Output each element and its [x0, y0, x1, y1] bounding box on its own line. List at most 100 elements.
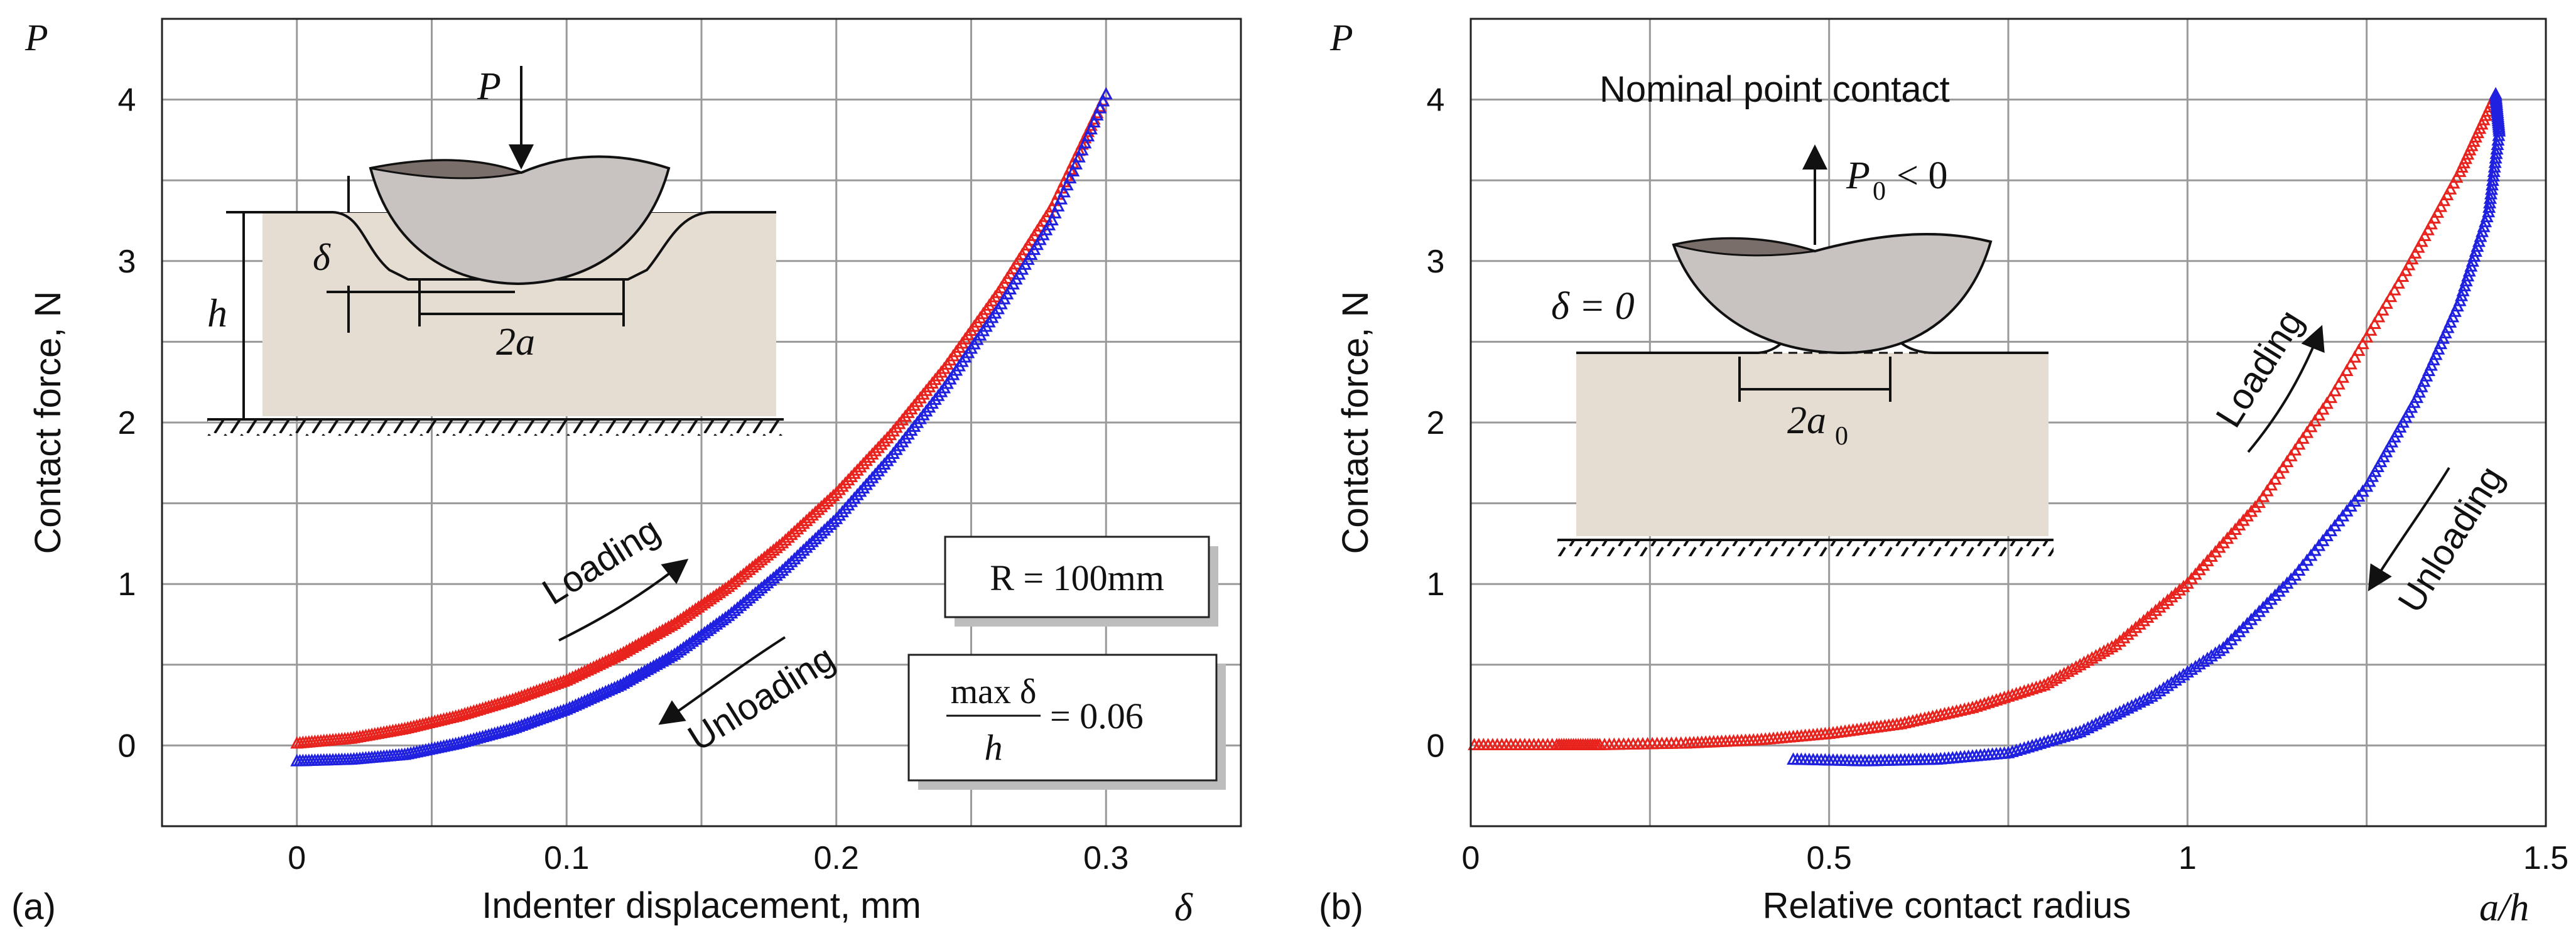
- x-axis-label-a: Indenter displacement, mm: [482, 885, 921, 926]
- series-b: [1468, 87, 2506, 767]
- point-a-unloading-166: [787, 552, 801, 564]
- point-a-unloading-189: [857, 481, 870, 493]
- point-b-loading-222: [2348, 350, 2362, 363]
- point-a-unloading-170: [799, 540, 813, 553]
- point-b-loading-212: [2308, 414, 2322, 427]
- series-a: [290, 87, 1113, 767]
- indentation-diagram-a: P h δ 2a: [207, 65, 784, 436]
- point-b-loading-129: [1978, 697, 1991, 709]
- point-a-unloading-182: [835, 505, 849, 517]
- panel-label-a: (a): [11, 886, 56, 927]
- point-b-loading-202: [2268, 472, 2282, 485]
- point-a-loading-189: [857, 456, 870, 470]
- point-a-loading-194: [872, 440, 885, 453]
- point-a-unloading-192: [865, 470, 879, 483]
- point-a-unloading-179: [826, 514, 840, 527]
- point-b-loading-138: [2013, 686, 2027, 698]
- point-b-loading-142: [2029, 681, 2043, 693]
- point-a-unloading-190: [859, 477, 873, 490]
- point-b-loading-176: [2165, 590, 2178, 603]
- point-a-unloading-267: [1090, 108, 1104, 121]
- diagram-force-relation-b: < 0: [1897, 154, 1947, 197]
- point-b-loading-251: [2450, 170, 2464, 183]
- point-b-loading-239: [2411, 240, 2425, 253]
- point-a-unloading-270: [1099, 87, 1113, 100]
- point-b-loading-173: [2153, 600, 2167, 613]
- point-a-loading-183: [838, 476, 852, 489]
- point-a-unloading-261: [1072, 150, 1086, 163]
- y-tick-label-b-2: 2: [1427, 405, 1445, 441]
- point-b-loading-236: [2402, 257, 2416, 271]
- x-tick-label-a-3: 0.3: [1083, 840, 1128, 876]
- y-tick-label-a-1: 1: [118, 566, 136, 603]
- point-b-loading-233: [2391, 276, 2405, 289]
- point-a-loading-180: [830, 485, 843, 498]
- point-b-loading-208: [2292, 437, 2306, 450]
- point-b-loading-204: [2276, 460, 2290, 473]
- point-a-unloading-194: [872, 464, 885, 477]
- ratio-denominator: h: [985, 727, 1003, 768]
- x-tick-label-a-1: 0.1: [544, 840, 589, 876]
- point-b-unloading-54: [2001, 746, 2015, 758]
- point-a-unloading-174: [811, 529, 825, 542]
- point-a-unloading-260: [1069, 157, 1083, 170]
- point-b-loading-141: [2025, 682, 2039, 694]
- x-symbol-a: δ: [1174, 886, 1193, 929]
- point-a-unloading-163: [779, 560, 793, 573]
- point-b-loading-179: [2177, 579, 2190, 593]
- point-b-loading-200: [2260, 483, 2274, 497]
- point-b-loading-220: [2340, 364, 2354, 377]
- point-a-unloading-187: [850, 488, 864, 500]
- point-b-loading-170: [2141, 610, 2155, 623]
- point-a-unloading-258: [1063, 171, 1077, 184]
- y-tick-label-b-0: 0: [1427, 728, 1445, 764]
- point-b-loading-223: [2352, 343, 2366, 356]
- point-a-unloading-184: [842, 498, 855, 511]
- point-b-loading-166: [2125, 624, 2139, 637]
- x-symbol-b: a/h: [2479, 886, 2529, 929]
- point-b-loading-234: [2396, 269, 2410, 283]
- point-a-loading-184: [842, 473, 855, 486]
- point-a-unloading-176: [818, 523, 831, 536]
- point-a-loading-191: [862, 450, 876, 463]
- point-b-loading-243: [2424, 217, 2438, 230]
- point-b-loading-217: [2328, 384, 2342, 397]
- point-b-loading-219: [2336, 370, 2350, 383]
- point-b-loading-230: [2379, 296, 2393, 309]
- radius-box-text: R = 100mm: [990, 557, 1164, 598]
- y-axis-label-a: Contact force, N: [28, 291, 68, 554]
- x-tick-label-b-2: 1: [2178, 840, 2197, 876]
- point-b-loading-175: [2161, 593, 2175, 606]
- point-b-loading-215: [2320, 396, 2334, 409]
- point-a-loading-190: [859, 453, 873, 466]
- point-b-unloading-68: [2057, 730, 2071, 742]
- point-b-loading-242: [2421, 223, 2435, 235]
- point-a-loading-262: [1075, 137, 1089, 150]
- point-b-unloading-67: [2053, 730, 2067, 743]
- point-b-loading-131: [1986, 694, 2000, 707]
- point-b-loading-177: [2168, 586, 2182, 599]
- point-b-unloading-70: [2065, 727, 2079, 740]
- point-b-loading-161: [2105, 640, 2119, 653]
- series-b-unloading: [1787, 87, 2506, 767]
- point-b-unloading-60: [2025, 738, 2039, 751]
- point-b-loading-201: [2264, 478, 2278, 491]
- loading-arrow-a: [558, 559, 689, 642]
- unloading-arrow-b: [2368, 466, 2450, 591]
- point-b-unloading-56: [2010, 743, 2023, 757]
- point-b-unloading-71: [2069, 726, 2083, 739]
- point-a-loading-265: [1084, 118, 1098, 131]
- point-a-unloading-196: [877, 457, 891, 470]
- point-a-unloading-252: [1045, 213, 1059, 225]
- point-b-loading-178: [2173, 583, 2187, 596]
- point-b-loading-128: [1974, 698, 1988, 711]
- point-b-loading-132: [1989, 693, 2003, 706]
- y-tick-label-b-3: 3: [1427, 244, 1445, 280]
- point-b-loading-240: [2415, 234, 2428, 247]
- point-b-loading-221: [2344, 357, 2357, 370]
- point-b-unloading-59: [2021, 740, 2035, 753]
- point-b-loading-127: [1969, 699, 1983, 712]
- ratio-box: max δ h = 0.06: [907, 654, 1226, 790]
- ticks-b: 0 0.5 1 1.5 0 1 2 3 4: [1427, 82, 2569, 876]
- point-b-loading-237: [2405, 252, 2419, 265]
